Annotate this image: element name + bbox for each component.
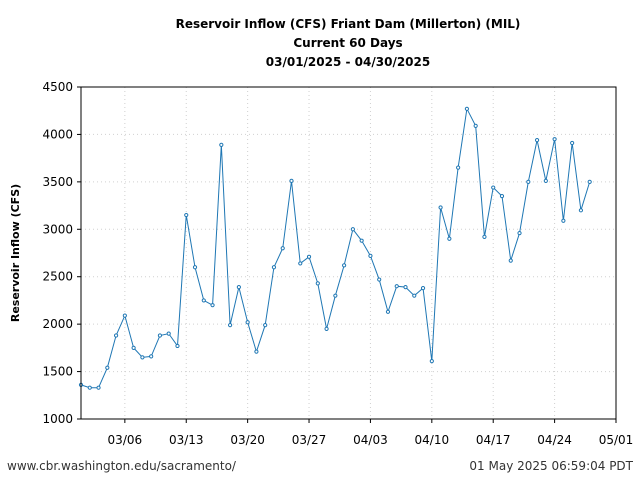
data-point <box>280 246 285 251</box>
chart-title-line-1: Reservoir Inflow (CFS) Friant Dam (Mille… <box>176 17 521 31</box>
data-point <box>192 265 198 270</box>
data-point <box>561 218 566 223</box>
data-point <box>517 230 522 236</box>
y-axis-label: Reservoir Inflow (CFS) <box>9 184 22 322</box>
x-tick-label: 04/03 <box>353 433 388 447</box>
data-point <box>552 137 557 142</box>
data-point <box>543 178 548 184</box>
y-axis: 1000 1500 2000 2500 3000 3500 4000 4500 <box>42 80 81 426</box>
data-point <box>131 345 136 350</box>
data-point <box>491 185 496 190</box>
data-point <box>526 179 531 184</box>
y-tick-label: 3000 <box>42 222 73 236</box>
data-point <box>377 277 382 282</box>
data-point <box>254 349 259 354</box>
y-tick-label: 3500 <box>42 175 73 189</box>
data-point <box>570 140 575 146</box>
data-point <box>87 385 92 390</box>
data-point <box>149 354 154 359</box>
data-point <box>315 281 320 286</box>
y-tick-label: 2000 <box>42 317 73 331</box>
x-tick-label: 04/17 <box>476 433 511 447</box>
data-point <box>263 322 268 328</box>
data-point <box>289 178 294 184</box>
chart-title-line-3: 03/01/2025 - 04/30/2025 <box>266 55 430 69</box>
data-point <box>350 227 355 232</box>
data-point <box>210 303 215 308</box>
y-tick-label: 4500 <box>42 80 73 94</box>
series-line <box>80 107 591 389</box>
data-point <box>201 298 206 303</box>
data-point <box>298 261 303 266</box>
x-tick-label: 04/24 <box>537 433 572 447</box>
x-tick-label: 03/06 <box>108 433 143 447</box>
x-tick-label: 03/13 <box>169 433 204 447</box>
data-point <box>429 359 434 364</box>
chart-title-line-2: Current 60 Days <box>293 36 402 50</box>
data-point <box>578 208 584 213</box>
x-axis: 03/06 03/13 03/20 03/27 04/03 04/10 04/17 04/24… <box>108 419 634 447</box>
data-point <box>105 365 110 370</box>
y-tick-label: 2500 <box>42 270 73 284</box>
data-point <box>482 234 487 239</box>
data-point <box>157 333 163 338</box>
data-point <box>438 205 443 210</box>
x-tick-label: 03/20 <box>230 433 265 447</box>
data-point <box>219 142 224 147</box>
y-tick-label: 1000 <box>42 412 73 426</box>
data-point <box>122 313 127 318</box>
data-point <box>508 258 513 263</box>
data-point <box>394 284 399 289</box>
data-point <box>473 123 478 128</box>
data-point <box>368 253 373 258</box>
data-point <box>175 343 180 349</box>
data-series <box>78 106 592 390</box>
data-point <box>342 263 347 268</box>
footer-timestamp: 01 May 2025 06:59:04 PDT <box>469 459 633 473</box>
grid <box>81 87 616 419</box>
x-tick-label: 03/27 <box>292 433 327 447</box>
data-point <box>359 238 364 243</box>
y-tick-label: 1500 <box>42 365 73 379</box>
plot-frame <box>80 86 617 420</box>
data-point <box>140 355 145 360</box>
data-point <box>113 333 119 338</box>
data-point <box>456 165 461 170</box>
x-tick-label: 04/10 <box>415 433 450 447</box>
data-point <box>403 285 408 290</box>
data-point <box>447 236 452 241</box>
data-point <box>499 193 505 199</box>
data-point <box>184 212 189 218</box>
data-point <box>227 322 233 328</box>
data-point <box>324 326 329 331</box>
data-point <box>412 293 417 298</box>
data-point <box>306 254 312 259</box>
data-point <box>587 179 592 184</box>
data-point <box>271 265 277 270</box>
footer-source-link[interactable]: www.cbr.washington.edu/sacramento/ <box>7 459 237 473</box>
data-point <box>333 293 338 298</box>
data-point <box>236 285 241 290</box>
data-point <box>464 106 470 111</box>
data-point <box>166 331 171 336</box>
y-tick-label: 4000 <box>42 127 73 141</box>
data-point <box>96 385 101 390</box>
chart-title: Reservoir Inflow (CFS) Friant Dam (Mille… <box>176 17 521 69</box>
data-point <box>420 285 426 291</box>
data-point <box>385 309 391 314</box>
x-tick-label: 05/01 <box>599 433 634 447</box>
data-point <box>245 320 250 325</box>
data-point <box>534 138 540 143</box>
